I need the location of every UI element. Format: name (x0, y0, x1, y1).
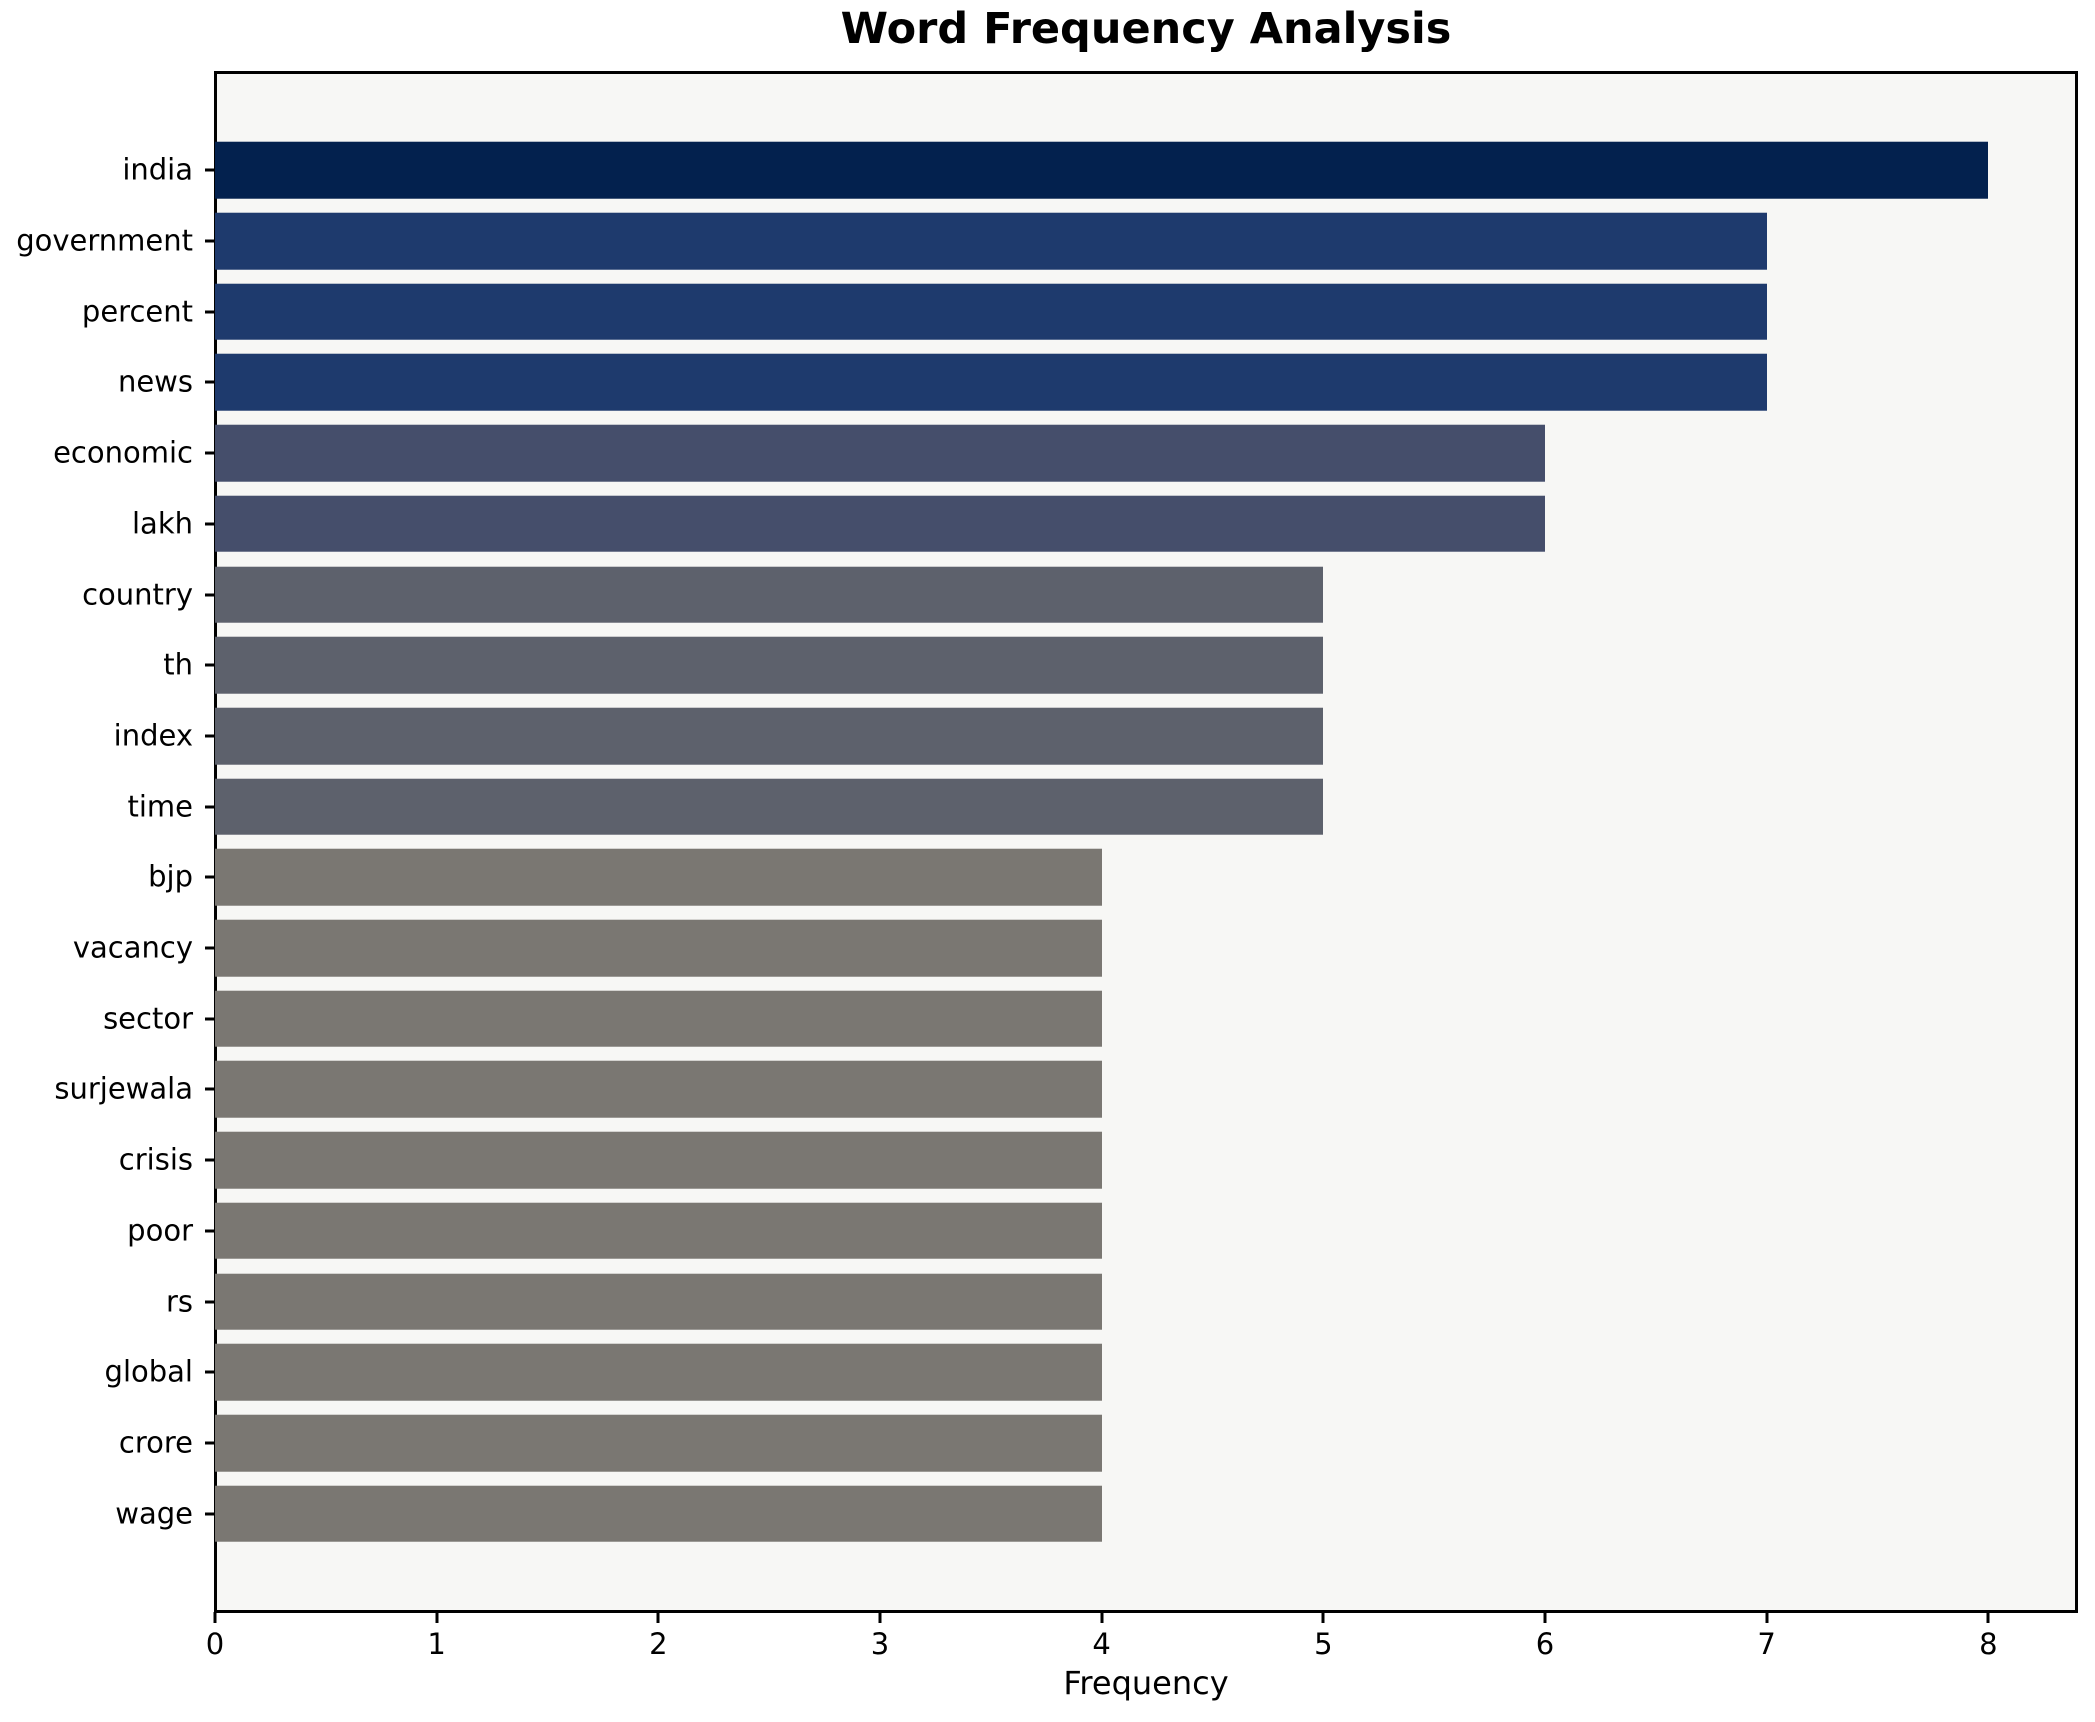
bar-index (215, 707, 1324, 765)
bar-news (215, 354, 1767, 411)
y-tick-mark (205, 593, 215, 597)
y-tick-mark (205, 875, 215, 879)
y-tick-mark (205, 734, 215, 738)
x-axis-label: Frequency (1063, 1664, 1229, 1702)
bar-poor (215, 1202, 1102, 1260)
bar-percent (215, 283, 1767, 340)
y-tick-mark (205, 946, 215, 950)
y-tick-label-index: index (113, 718, 193, 753)
x-tick-mark (1543, 1612, 1547, 1623)
y-tick-label-india: india (122, 152, 193, 187)
y-tick-mark (205, 1087, 215, 1091)
bar-time (215, 778, 1324, 835)
x-tick-mark (1765, 1612, 1769, 1623)
bar-government (215, 212, 1767, 270)
y-tick-label-bjp: bjp (148, 859, 193, 894)
y-tick-mark (205, 310, 215, 314)
y-tick-mark (205, 1370, 215, 1374)
bar-bjp (215, 849, 1102, 906)
y-tick-label-vacancy: vacancy (72, 930, 193, 965)
x-tick-label-3: 3 (870, 1627, 890, 1661)
y-tick-label-surjewala: surjewala (54, 1071, 193, 1106)
bar-surjewala (215, 1061, 1102, 1118)
y-tick-label-rs: rs (165, 1284, 193, 1319)
bar-global (215, 1344, 1102, 1401)
x-tick-label-5: 5 (1314, 1627, 1333, 1661)
bar-sector (215, 990, 1102, 1048)
x-tick-mark (878, 1612, 882, 1623)
y-tick-label-economic: economic (53, 435, 193, 470)
y-tick-label-country: country (82, 577, 193, 612)
bar-economic (215, 424, 1545, 482)
y-tick-label-lakh: lakh (131, 506, 193, 541)
x-tick-label-6: 6 (1535, 1627, 1555, 1661)
y-tick-mark (205, 168, 215, 172)
x-tick-mark (1100, 1612, 1104, 1623)
y-tick-mark (205, 1017, 215, 1021)
y-tick-mark (205, 1158, 215, 1162)
y-tick-label-crisis: crisis (118, 1142, 193, 1177)
y-tick-mark (205, 1512, 215, 1516)
x-tick-mark (1321, 1612, 1325, 1623)
x-tick-label-2: 2 (649, 1627, 668, 1661)
bar-crisis (215, 1131, 1102, 1189)
x-tick-mark (656, 1612, 660, 1623)
bar-th (215, 636, 1324, 694)
y-tick-label-government: government (16, 223, 193, 258)
y-tick-label-time: time (127, 789, 193, 824)
bar-india (215, 142, 1989, 199)
bar-wage (215, 1485, 1102, 1542)
plot-area: india government percent news economic lakh co… (16, 71, 2078, 1659)
chart-title: Word Frequency Analysis (840, 4, 1452, 54)
bar-lakh (215, 495, 1545, 553)
y-tick-label-th: th (163, 647, 193, 682)
y-tick-mark (205, 1300, 215, 1304)
y-tick-label-percent: percent (81, 294, 193, 329)
y-tick-mark (205, 805, 215, 809)
y-tick-label-global: global (104, 1354, 193, 1389)
x-tick-mark (435, 1612, 439, 1623)
y-tick-mark (205, 239, 215, 243)
x-tick-label-1: 1 (427, 1627, 446, 1661)
y-tick-label-wage: wage (115, 1496, 193, 1531)
y-tick-mark (205, 1229, 215, 1233)
x-tick-label-7: 7 (1757, 1627, 1776, 1661)
bar-vacancy (215, 919, 1102, 977)
y-tick-mark (205, 663, 215, 667)
bar-country (215, 566, 1324, 623)
x-tick-label-4: 4 (1092, 1627, 1111, 1661)
bar-rs (215, 1273, 1102, 1330)
y-tick-label-news: news (117, 364, 193, 399)
bar-crore (215, 1414, 1102, 1472)
y-tick-label-poor: poor (127, 1213, 193, 1248)
x-tick-label-8: 8 (1979, 1627, 1998, 1661)
y-tick-mark (205, 1441, 215, 1445)
x-tick-label-0: 0 (205, 1627, 225, 1661)
x-tick-mark (213, 1612, 217, 1623)
y-tick-mark (205, 451, 215, 455)
y-tick-label-crore: crore (118, 1425, 193, 1460)
x-tick-mark (1986, 1612, 1990, 1623)
y-tick-label-sector: sector (103, 1001, 193, 1036)
y-tick-mark (205, 522, 215, 526)
y-tick-mark (205, 380, 215, 384)
